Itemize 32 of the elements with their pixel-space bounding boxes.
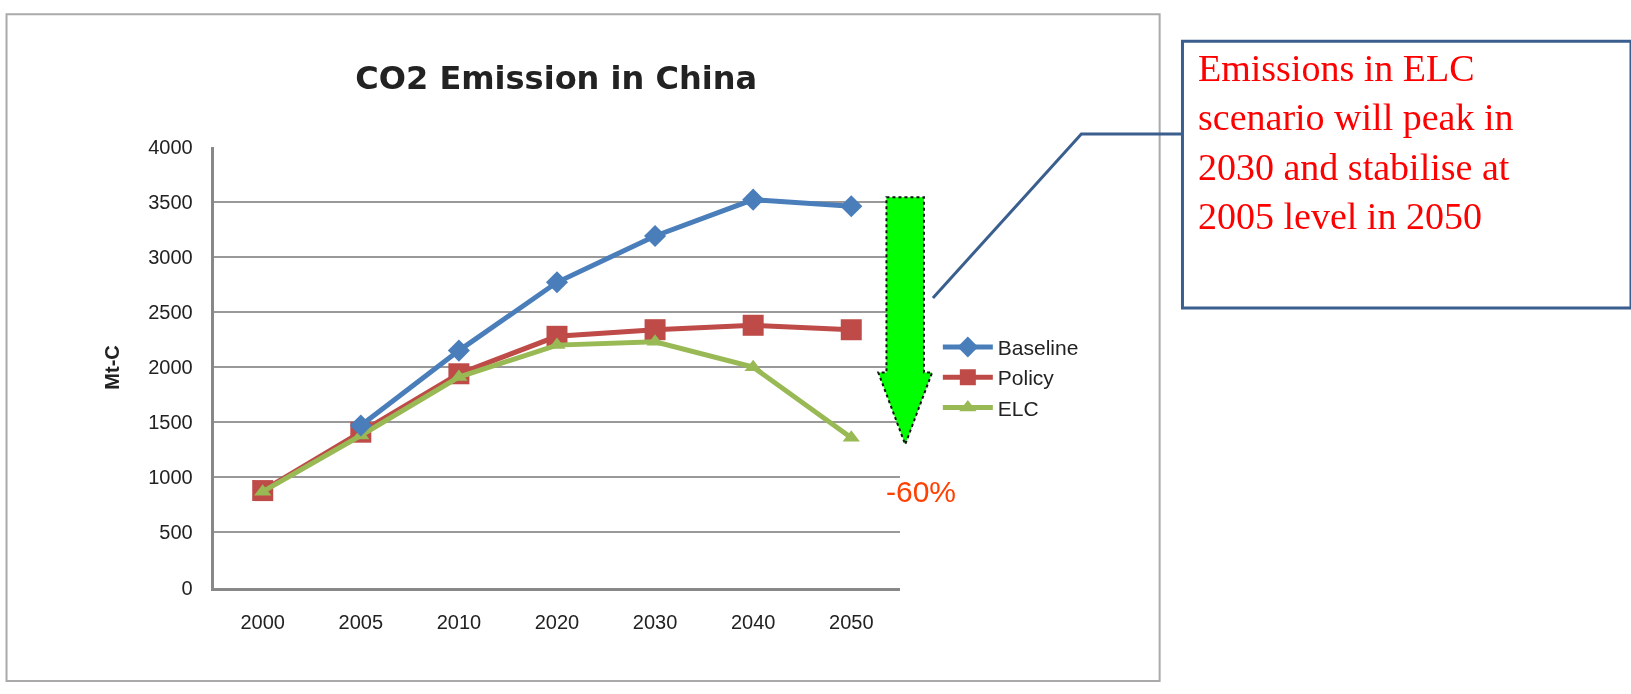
y-tick-label: 2500 bbox=[148, 301, 193, 324]
y-tick-label: 1500 bbox=[148, 411, 193, 434]
y-tick-label: 500 bbox=[159, 521, 193, 544]
point bbox=[840, 195, 863, 218]
x-tick-label: 2005 bbox=[338, 610, 384, 633]
legend-label: Baseline bbox=[997, 336, 1079, 360]
y-tick-label: 3000 bbox=[148, 245, 193, 268]
point bbox=[644, 319, 666, 341]
point bbox=[840, 319, 862, 341]
x-tick-label: 2040 bbox=[730, 610, 776, 633]
legend-label: Policy bbox=[997, 366, 1055, 390]
y-tick-label: 2000 bbox=[148, 356, 193, 379]
annotation: -60% bbox=[886, 475, 957, 508]
chart-title: CO2 Emission in China bbox=[355, 58, 758, 97]
x-tick-label: 2050 bbox=[829, 610, 874, 633]
legend-label: ELC bbox=[997, 396, 1039, 420]
point bbox=[447, 339, 470, 362]
y-tick-label: 4000 bbox=[148, 135, 193, 158]
point bbox=[545, 271, 569, 294]
x-tick-label: 2020 bbox=[534, 610, 580, 633]
point bbox=[644, 224, 667, 248]
x-tick-label: 2030 bbox=[632, 610, 678, 633]
point bbox=[742, 188, 765, 211]
y-tick-label: 0 bbox=[181, 576, 193, 599]
point bbox=[742, 314, 764, 336]
x-tick-label: 2000 bbox=[240, 610, 285, 633]
text: Emissions in ELC scenario will peak in 2030 and stabilise at 2005 level in 2050 bbox=[1198, 47, 1514, 238]
point bbox=[349, 414, 372, 437]
y-tick-label: 3500 bbox=[148, 190, 193, 213]
y-tick-label: 1000 bbox=[148, 466, 193, 489]
y-axis-title: Mt-C bbox=[101, 345, 124, 390]
x-tick-label: 2010 bbox=[436, 610, 482, 633]
